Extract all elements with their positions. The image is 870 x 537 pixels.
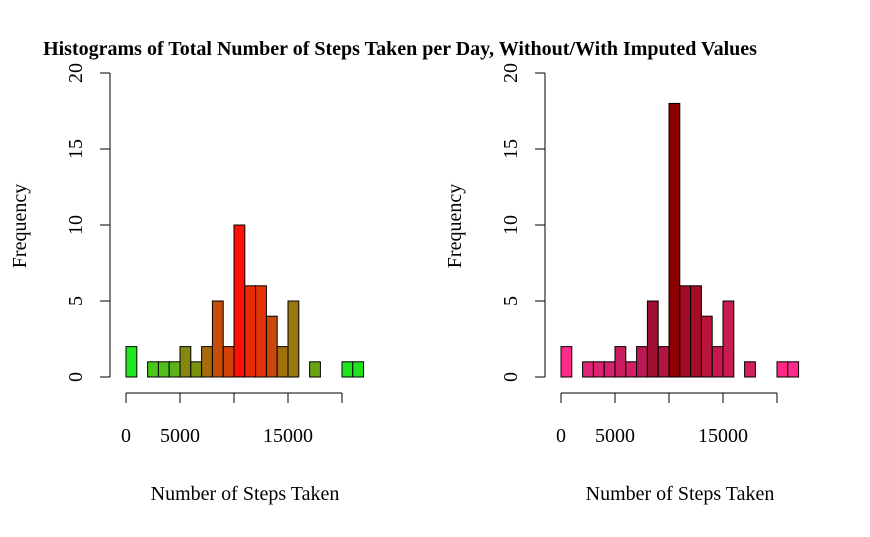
histogram-bar bbox=[787, 361, 800, 378]
y-axis-title: Frequency bbox=[9, 184, 31, 268]
histogram-bar bbox=[341, 361, 354, 378]
histogram-bar bbox=[582, 361, 594, 378]
histogram-bar bbox=[309, 361, 321, 378]
y-tick-label: 10 bbox=[500, 215, 522, 235]
histogram-bar bbox=[603, 361, 616, 378]
x-tick-label: 0 bbox=[121, 425, 131, 447]
y-tick-label: 20 bbox=[500, 63, 522, 83]
x-tick-label: 5000 bbox=[160, 425, 200, 447]
histogram-bar bbox=[776, 361, 789, 378]
histogram-bar bbox=[744, 361, 756, 378]
histogram-bar bbox=[287, 300, 300, 378]
histogram-bar bbox=[147, 361, 159, 378]
y-axis-title: Frequency bbox=[444, 184, 466, 268]
y-tick-label: 0 bbox=[500, 372, 522, 382]
histogram-bar bbox=[657, 346, 670, 378]
x-tick-label: 15000 bbox=[698, 425, 748, 447]
y-tick-label: 15 bbox=[65, 139, 87, 159]
histogram-bar bbox=[679, 285, 692, 378]
histogram-bar bbox=[233, 224, 246, 378]
histogram-bar bbox=[668, 102, 681, 378]
histogram-bar bbox=[244, 285, 257, 378]
histogram-bar bbox=[157, 361, 170, 378]
histogram-bar bbox=[690, 285, 702, 378]
x-axis-title: Number of Steps Taken bbox=[151, 483, 340, 505]
histogram-bar bbox=[352, 361, 365, 378]
y-tick-label: 0 bbox=[65, 372, 87, 382]
histogram-bar bbox=[211, 300, 224, 378]
y-tick-label: 20 bbox=[65, 63, 87, 83]
x-axis-title: Number of Steps Taken bbox=[586, 483, 775, 505]
y-tick-label: 5 bbox=[500, 296, 522, 306]
x-tick-label: 0 bbox=[556, 425, 566, 447]
histogram-bar bbox=[646, 300, 659, 378]
y-tick-label: 5 bbox=[65, 296, 87, 306]
figure-title: Histograms of Total Number of Steps Take… bbox=[43, 38, 757, 60]
histogram-bar bbox=[711, 346, 724, 378]
y-tick-label: 10 bbox=[65, 215, 87, 235]
histogram-bar bbox=[222, 346, 235, 378]
histogram-bar bbox=[560, 346, 573, 378]
histogram-bar bbox=[592, 361, 605, 378]
histogram-bar bbox=[125, 346, 138, 378]
histogram-bar bbox=[179, 346, 192, 378]
histogram-panel-without-imputed: 0 5000 15000 0 5 10 15 20 Number of Steps Taken F… bbox=[9, 63, 365, 505]
histogram-bar bbox=[168, 361, 181, 378]
histogram-bar bbox=[700, 315, 713, 378]
histogram-bar bbox=[201, 346, 213, 378]
histogram-bar bbox=[190, 361, 203, 378]
histogram-bar bbox=[255, 285, 267, 378]
y-tick-label: 15 bbox=[500, 139, 522, 159]
histogram-bar bbox=[276, 346, 289, 378]
x-tick-label: 5000 bbox=[595, 425, 635, 447]
histogram-bar bbox=[636, 346, 648, 378]
histogram-bar bbox=[722, 300, 735, 378]
x-tick-label: 15000 bbox=[263, 425, 313, 447]
histogram-panel-with-imputed: 0 5000 15000 0 5 10 15 20 Number of Steps Taken F… bbox=[444, 63, 800, 505]
histogram-bar bbox=[614, 346, 627, 378]
histogram-bar bbox=[265, 315, 278, 378]
histogram-bar bbox=[625, 361, 638, 378]
